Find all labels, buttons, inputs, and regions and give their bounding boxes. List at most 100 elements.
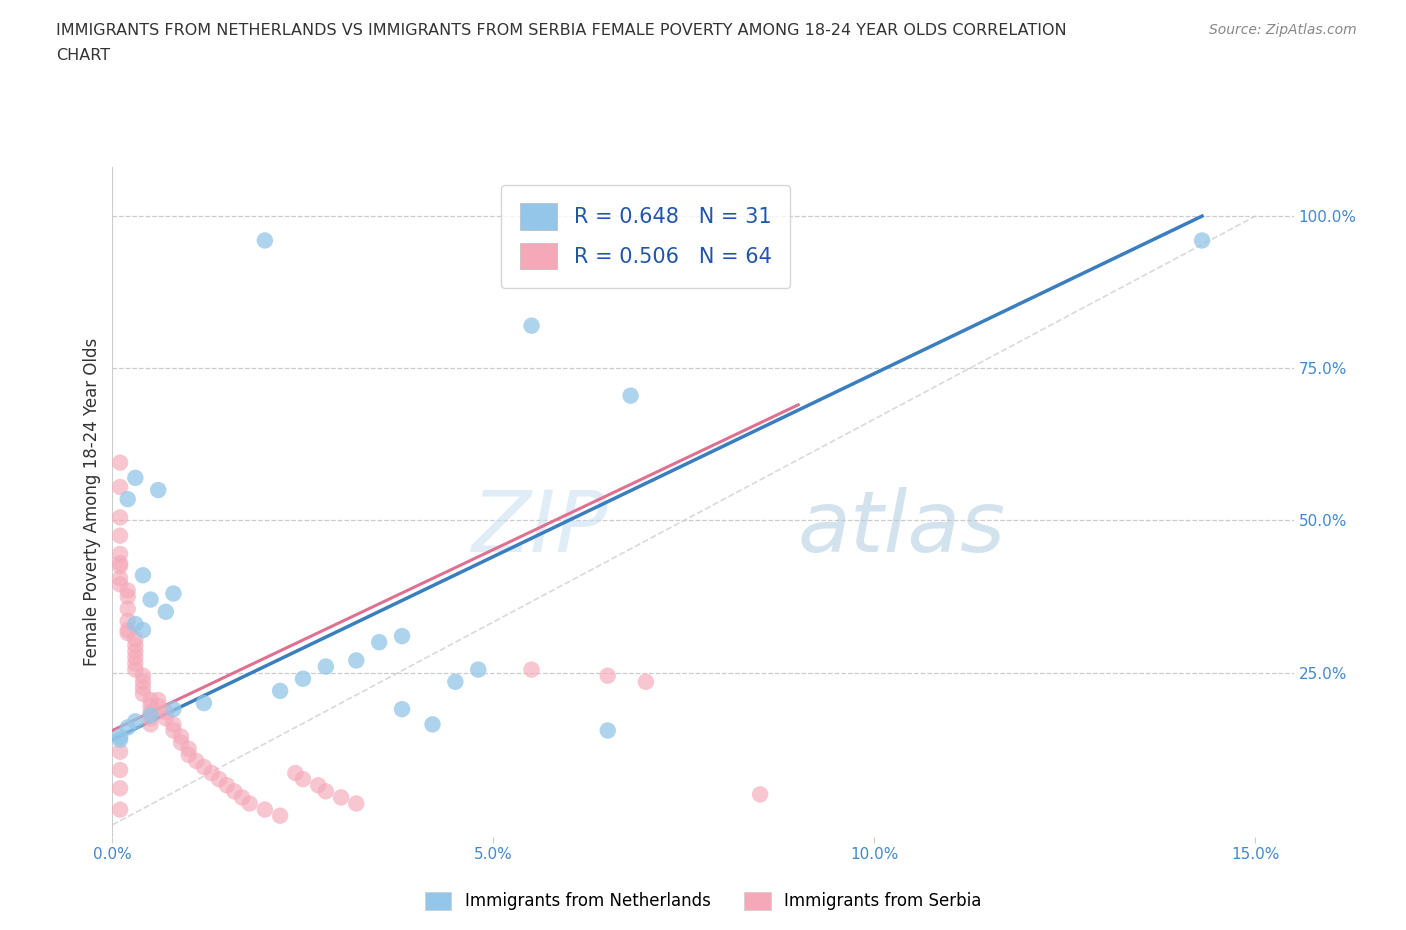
- Point: [170, 736, 193, 751]
- Point: [307, 777, 329, 792]
- Point: [170, 729, 193, 744]
- Point: [186, 753, 208, 768]
- Point: [117, 626, 139, 641]
- Point: [139, 592, 162, 607]
- Point: [108, 528, 131, 543]
- Point: [108, 781, 131, 796]
- Point: [208, 772, 231, 787]
- Point: [444, 674, 467, 689]
- Point: [162, 702, 184, 717]
- Point: [162, 717, 184, 732]
- Point: [148, 698, 170, 713]
- Point: [132, 686, 155, 701]
- Point: [162, 723, 184, 737]
- Point: [108, 510, 131, 525]
- Point: [291, 772, 314, 787]
- Point: [269, 684, 291, 698]
- Point: [124, 631, 146, 646]
- Point: [1191, 233, 1213, 248]
- Text: Source: ZipAtlas.com: Source: ZipAtlas.com: [1209, 23, 1357, 37]
- Point: [108, 555, 131, 570]
- Point: [634, 674, 657, 689]
- Point: [108, 732, 131, 747]
- Point: [177, 748, 200, 763]
- Point: [315, 659, 337, 674]
- Point: [139, 705, 162, 720]
- Point: [124, 714, 146, 729]
- Point: [315, 784, 337, 799]
- Point: [596, 669, 619, 684]
- Point: [139, 708, 162, 723]
- Point: [108, 480, 131, 495]
- Point: [139, 693, 162, 708]
- Point: [269, 808, 291, 823]
- Point: [108, 571, 131, 586]
- Point: [148, 483, 170, 498]
- Point: [124, 650, 146, 665]
- Point: [422, 717, 444, 732]
- Point: [330, 790, 353, 804]
- Point: [117, 614, 139, 629]
- Point: [344, 653, 367, 668]
- Point: [155, 711, 177, 725]
- Text: IMMIGRANTS FROM NETHERLANDS VS IMMIGRANTS FROM SERBIA FEMALE POVERTY AMONG 18-24: IMMIGRANTS FROM NETHERLANDS VS IMMIGRANT…: [56, 23, 1067, 38]
- Point: [139, 717, 162, 732]
- Point: [177, 741, 200, 756]
- Point: [193, 696, 215, 711]
- Point: [162, 586, 184, 601]
- Text: CHART: CHART: [56, 48, 110, 63]
- Point: [291, 671, 314, 686]
- Point: [620, 388, 643, 403]
- Point: [124, 617, 146, 631]
- Point: [749, 787, 772, 802]
- Point: [108, 577, 131, 591]
- Point: [215, 777, 238, 792]
- Point: [124, 638, 146, 653]
- Point: [284, 765, 307, 780]
- Point: [108, 803, 131, 817]
- Point: [148, 693, 170, 708]
- Legend: R = 0.648   N = 31, R = 0.506   N = 64: R = 0.648 N = 31, R = 0.506 N = 64: [501, 184, 790, 288]
- Point: [239, 796, 262, 811]
- Point: [132, 568, 155, 583]
- Point: [117, 492, 139, 507]
- Point: [132, 669, 155, 684]
- Y-axis label: Female Poverty Among 18-24 Year Olds: Female Poverty Among 18-24 Year Olds: [83, 339, 101, 666]
- Point: [117, 720, 139, 735]
- Point: [108, 455, 131, 470]
- Text: ZIP: ZIP: [472, 487, 609, 570]
- Point: [132, 681, 155, 696]
- Point: [117, 602, 139, 617]
- Legend: Immigrants from Netherlands, Immigrants from Serbia: Immigrants from Netherlands, Immigrants …: [418, 885, 988, 917]
- Point: [124, 662, 146, 677]
- Point: [108, 559, 131, 574]
- Point: [193, 760, 215, 775]
- Point: [520, 662, 543, 677]
- Point: [117, 622, 139, 637]
- Point: [117, 589, 139, 604]
- Point: [132, 622, 155, 637]
- Point: [467, 662, 489, 677]
- Point: [108, 547, 131, 562]
- Point: [253, 803, 276, 817]
- Point: [520, 318, 543, 333]
- Point: [231, 790, 253, 804]
- Point: [124, 644, 146, 658]
- Point: [117, 583, 139, 598]
- Point: [391, 629, 413, 644]
- Point: [224, 784, 246, 799]
- Point: [108, 729, 131, 744]
- Point: [391, 702, 413, 717]
- Point: [139, 711, 162, 725]
- Point: [155, 705, 177, 720]
- Point: [124, 656, 146, 671]
- Point: [344, 796, 367, 811]
- Point: [108, 744, 131, 759]
- Point: [596, 723, 619, 737]
- Point: [253, 233, 276, 248]
- Point: [368, 635, 391, 650]
- Point: [139, 698, 162, 713]
- Point: [200, 765, 222, 780]
- Text: atlas: atlas: [797, 487, 1005, 570]
- Point: [124, 471, 146, 485]
